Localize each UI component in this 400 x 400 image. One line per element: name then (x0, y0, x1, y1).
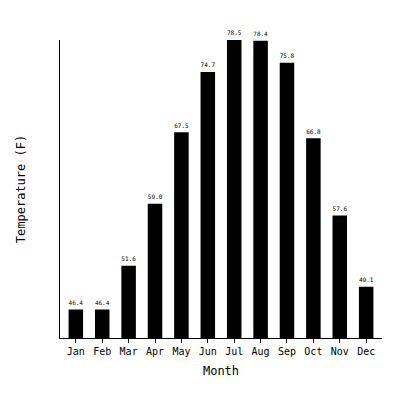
svg-text:Jul: Jul (225, 346, 243, 357)
svg-text:Jun: Jun (199, 346, 217, 357)
svg-text:Dec: Dec (357, 346, 375, 357)
svg-text:57.6: 57.6 (333, 205, 348, 212)
svg-text:74.7: 74.7 (201, 61, 216, 68)
svg-text:Sep: Sep (278, 346, 296, 357)
svg-text:Oct: Oct (304, 346, 322, 357)
svg-text:75.8: 75.8 (280, 52, 295, 59)
svg-text:46.4: 46.4 (95, 299, 110, 306)
svg-text:49.1: 49.1 (359, 276, 374, 283)
svg-text:59.0: 59.0 (148, 193, 163, 200)
svg-text:Month: Month (203, 364, 239, 378)
svg-text:78.5: 78.5 (227, 29, 242, 36)
svg-text:Mar: Mar (120, 346, 138, 357)
svg-text:Jan: Jan (67, 346, 85, 357)
svg-text:66.8: 66.8 (306, 128, 321, 135)
svg-text:46.4: 46.4 (69, 299, 84, 306)
svg-text:May: May (172, 346, 190, 357)
svg-text:Nov: Nov (331, 346, 349, 357)
svg-text:Feb: Feb (93, 346, 111, 357)
svg-text:Apr: Apr (146, 346, 164, 357)
svg-text:Aug: Aug (252, 346, 270, 357)
svg-text:67.5: 67.5 (174, 122, 189, 129)
svg-text:Temperature (F): Temperature (F) (14, 135, 28, 243)
svg-text:78.4: 78.4 (253, 30, 268, 37)
svg-text:51.6: 51.6 (121, 255, 136, 262)
